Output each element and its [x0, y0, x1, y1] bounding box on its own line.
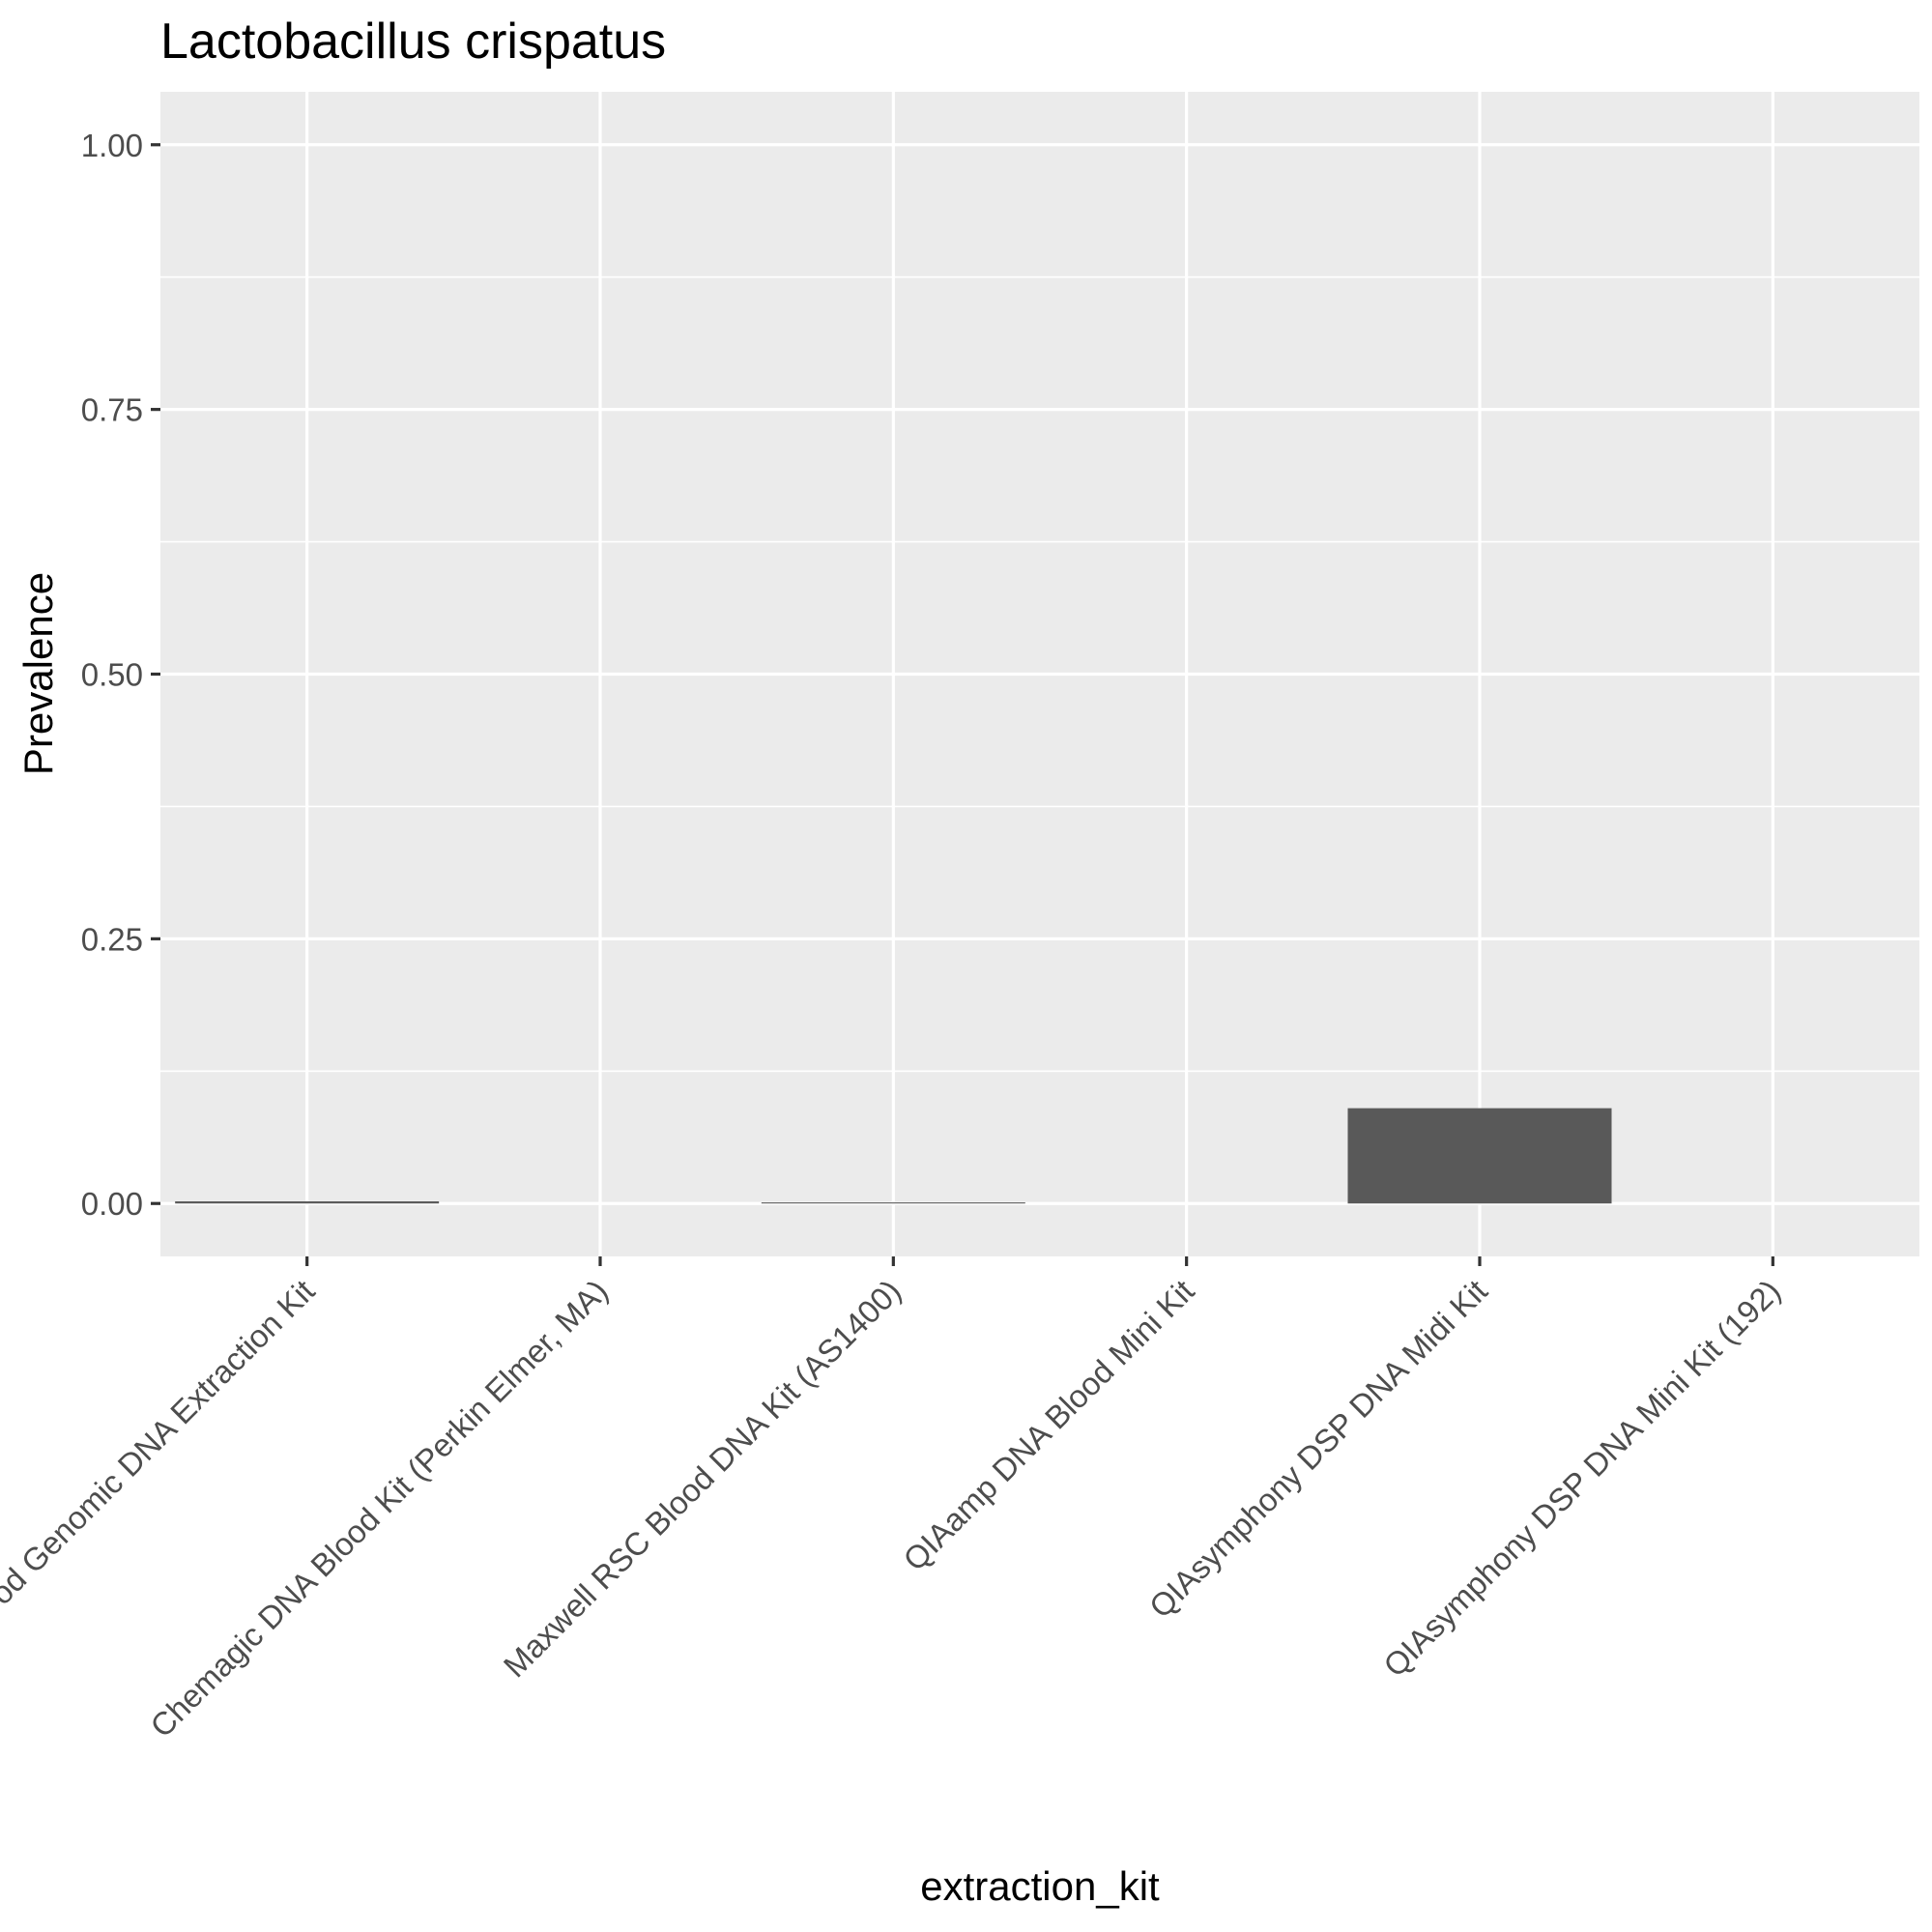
bar: [761, 1202, 1025, 1204]
x-tick-label: QIAsymphony DSP DNA Midi Kit: [1142, 1273, 1494, 1625]
y-axis-title: Prevalence: [15, 572, 61, 775]
bar: [1347, 1108, 1612, 1204]
chart-title: Lactobacillus crispatus: [160, 14, 666, 70]
y-tick-label: 0.00: [81, 1186, 143, 1222]
x-axis: Blood Genomic DNA Extraction KitChemagic…: [0, 1256, 1787, 1745]
y-tick-label: 1.00: [81, 128, 143, 163]
y-tick-label: 0.25: [81, 921, 143, 957]
gridlines: [160, 92, 1919, 1256]
y-tick-label: 0.75: [81, 392, 143, 428]
y-tick-label: 0.50: [81, 657, 143, 693]
y-axis: 0.00 0.25 0.50 0.75 1.00: [81, 128, 160, 1222]
bars: [175, 1108, 1612, 1204]
x-tick-label: Chemagic DNA Blood Kit (Perkin Elmer, MA…: [143, 1273, 615, 1745]
x-tick-label: QIAamp DNA Blood Mini Kit: [896, 1273, 1200, 1577]
bar: [175, 1201, 440, 1204]
x-axis-title: extraction_kit: [920, 1863, 1160, 1909]
